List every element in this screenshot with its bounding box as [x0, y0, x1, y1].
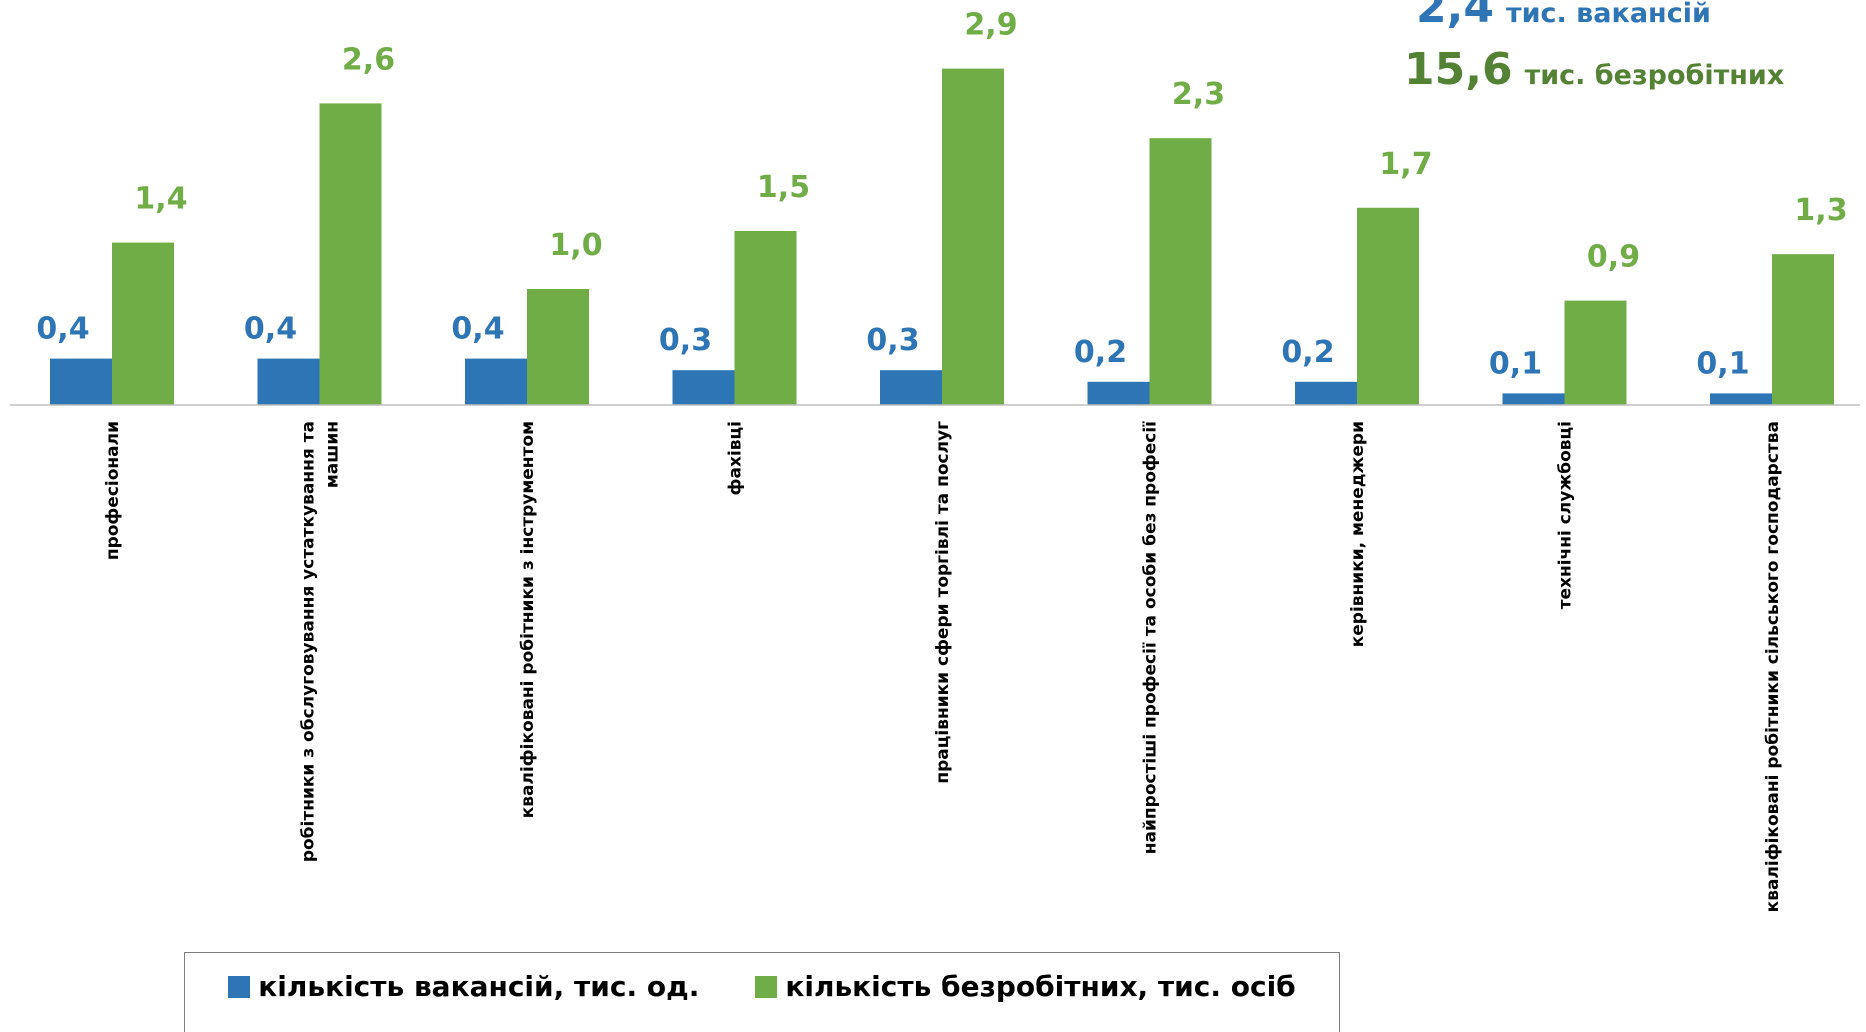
category-label: найпростіші професії та особи без профес…: [1141, 421, 1161, 854]
data-label-unemployed: 1,5: [757, 170, 810, 205]
bar-unemployed: [734, 231, 797, 405]
data-label-vacancies: 0,4: [244, 312, 297, 347]
data-label-vacancies: 0,4: [451, 312, 504, 347]
data-label-vacancies: 0,3: [866, 323, 919, 358]
legend-swatch-vacancies: [228, 975, 251, 998]
data-label-unemployed: 1,4: [134, 182, 187, 217]
bar-vacancies: [1502, 393, 1565, 405]
category-label-line: машин: [323, 421, 343, 488]
bar-unemployed: [527, 289, 589, 405]
bar-vacancies: [880, 370, 942, 405]
total-annotation: 2,4 тис. вакансій: [1416, 0, 1711, 33]
data-label-vacancies: 0,1: [1696, 346, 1749, 381]
legend-item-vacancies: кількість вакансій, тис. од.: [228, 970, 699, 1003]
total-annotation: 15,6 тис. безробітних: [1404, 44, 1784, 95]
data-label-unemployed: 2,9: [964, 8, 1017, 43]
category-label: фахівці: [726, 421, 746, 495]
total-value: 15,6: [1404, 44, 1513, 95]
data-label-vacancies: 0,2: [1281, 335, 1334, 370]
category-label-line: працівники сфери торгівлі та послуг: [933, 421, 953, 784]
category-label-line: фахівці: [726, 421, 746, 495]
bar-vacancies: [1295, 381, 1357, 405]
legend-label-vacancies: кількість вакансій, тис. од.: [258, 970, 700, 1003]
bar-unemployed: [1357, 207, 1419, 405]
category-label-line: кваліфіковані робітники з інструментом: [518, 421, 538, 818]
category-label: працівники сфери торгівлі та послуг: [933, 421, 953, 784]
data-label-unemployed: 1,0: [549, 228, 602, 263]
bar-vacancies: [465, 358, 527, 405]
bar-vacancies: [672, 370, 735, 405]
data-label-unemployed: 2,3: [1172, 77, 1225, 112]
category-label: керівники, менеджери: [1348, 421, 1368, 647]
category-label-line: керівники, менеджери: [1348, 421, 1368, 647]
category-label-line: кваліфіковані робітники сільського госпо…: [1763, 421, 1783, 912]
legend-item-unemployed: кількість безробітних, тис. осіб: [755, 970, 1296, 1003]
bar-unemployed: [942, 68, 1004, 405]
category-label: робітники з обслуговування устаткування …: [299, 421, 343, 862]
data-label-unemployed: 0,9: [1587, 240, 1640, 275]
data-label-vacancies: 0,4: [36, 312, 89, 347]
bar-vacancies: [50, 358, 112, 405]
legend-swatch-unemployed: [755, 975, 778, 998]
total-value: 2,4: [1416, 0, 1494, 33]
data-label-vacancies: 0,3: [659, 323, 712, 358]
data-label-vacancies: 0,2: [1074, 335, 1127, 370]
data-label-unemployed: 1,3: [1794, 193, 1847, 228]
data-label-vacancies: 0,1: [1489, 346, 1542, 381]
bar-vacancies: [1087, 381, 1150, 405]
category-label: кваліфіковані робітники сільського госпо…: [1763, 421, 1783, 912]
bar-unemployed: [112, 242, 174, 405]
bar-vacancies: [257, 358, 320, 405]
total-text: тис. безробітних: [1525, 60, 1785, 91]
bar-unemployed: [1772, 254, 1834, 405]
bar-unemployed: [1564, 300, 1627, 405]
category-label: професіонали: [103, 421, 123, 560]
bar-unemployed: [1149, 138, 1212, 405]
category-label-line: робітники з обслуговування устаткування …: [299, 421, 319, 862]
category-label-line: технічні службовці: [1556, 421, 1576, 609]
total-text: тис. вакансій: [1506, 0, 1711, 29]
bar-unemployed: [319, 103, 382, 406]
category-label: кваліфіковані робітники з інструментом: [518, 421, 538, 818]
bar-vacancies: [1710, 393, 1772, 405]
category-label: технічні службовці: [1556, 421, 1576, 609]
category-label-line: найпростіші професії та особи без профес…: [1141, 421, 1161, 854]
legend-label-unemployed: кількість безробітних, тис. осіб: [785, 970, 1296, 1003]
data-label-unemployed: 2,6: [342, 42, 395, 77]
legend: кількість вакансій, тис. од. кількість б…: [184, 952, 1340, 1032]
data-label-unemployed: 1,7: [1379, 147, 1432, 182]
category-label-line: професіонали: [103, 421, 123, 560]
